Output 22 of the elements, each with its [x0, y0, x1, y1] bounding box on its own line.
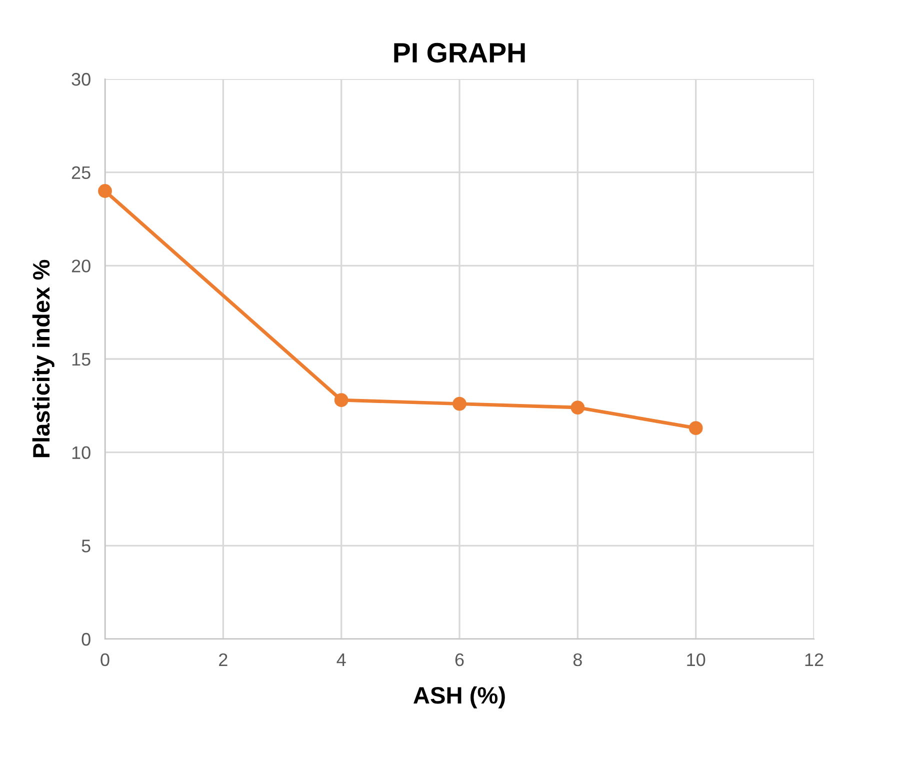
x-tick-label: 10: [687, 653, 706, 666]
y-tick-label: 25: [72, 166, 90, 180]
y-tick-label: 15: [72, 353, 90, 366]
x-tick-label: 2: [219, 653, 228, 666]
y-tick-label: 10: [72, 446, 90, 460]
y-axis-title: Plasticity index %: [32, 260, 54, 458]
x-tick-label: 0: [100, 653, 110, 666]
y-tick-label: 0: [82, 632, 90, 646]
y-tick-label: 20: [72, 260, 90, 272]
x-tick-label: 12: [805, 653, 824, 666]
x-tick-label: 8: [573, 653, 582, 666]
point: [452, 396, 466, 411]
x-axis-title: ASH (%): [414, 686, 505, 708]
point: [570, 400, 585, 414]
y-tick-label: 30: [72, 72, 90, 86]
point: [334, 393, 348, 408]
point: [688, 421, 703, 436]
chart-title: PI GRAPH: [394, 42, 525, 63]
y-tick-label: 5: [82, 540, 90, 552]
point: [98, 184, 112, 198]
x-tick-label: 4: [336, 654, 346, 666]
x-tick-label: 6: [455, 653, 464, 666]
